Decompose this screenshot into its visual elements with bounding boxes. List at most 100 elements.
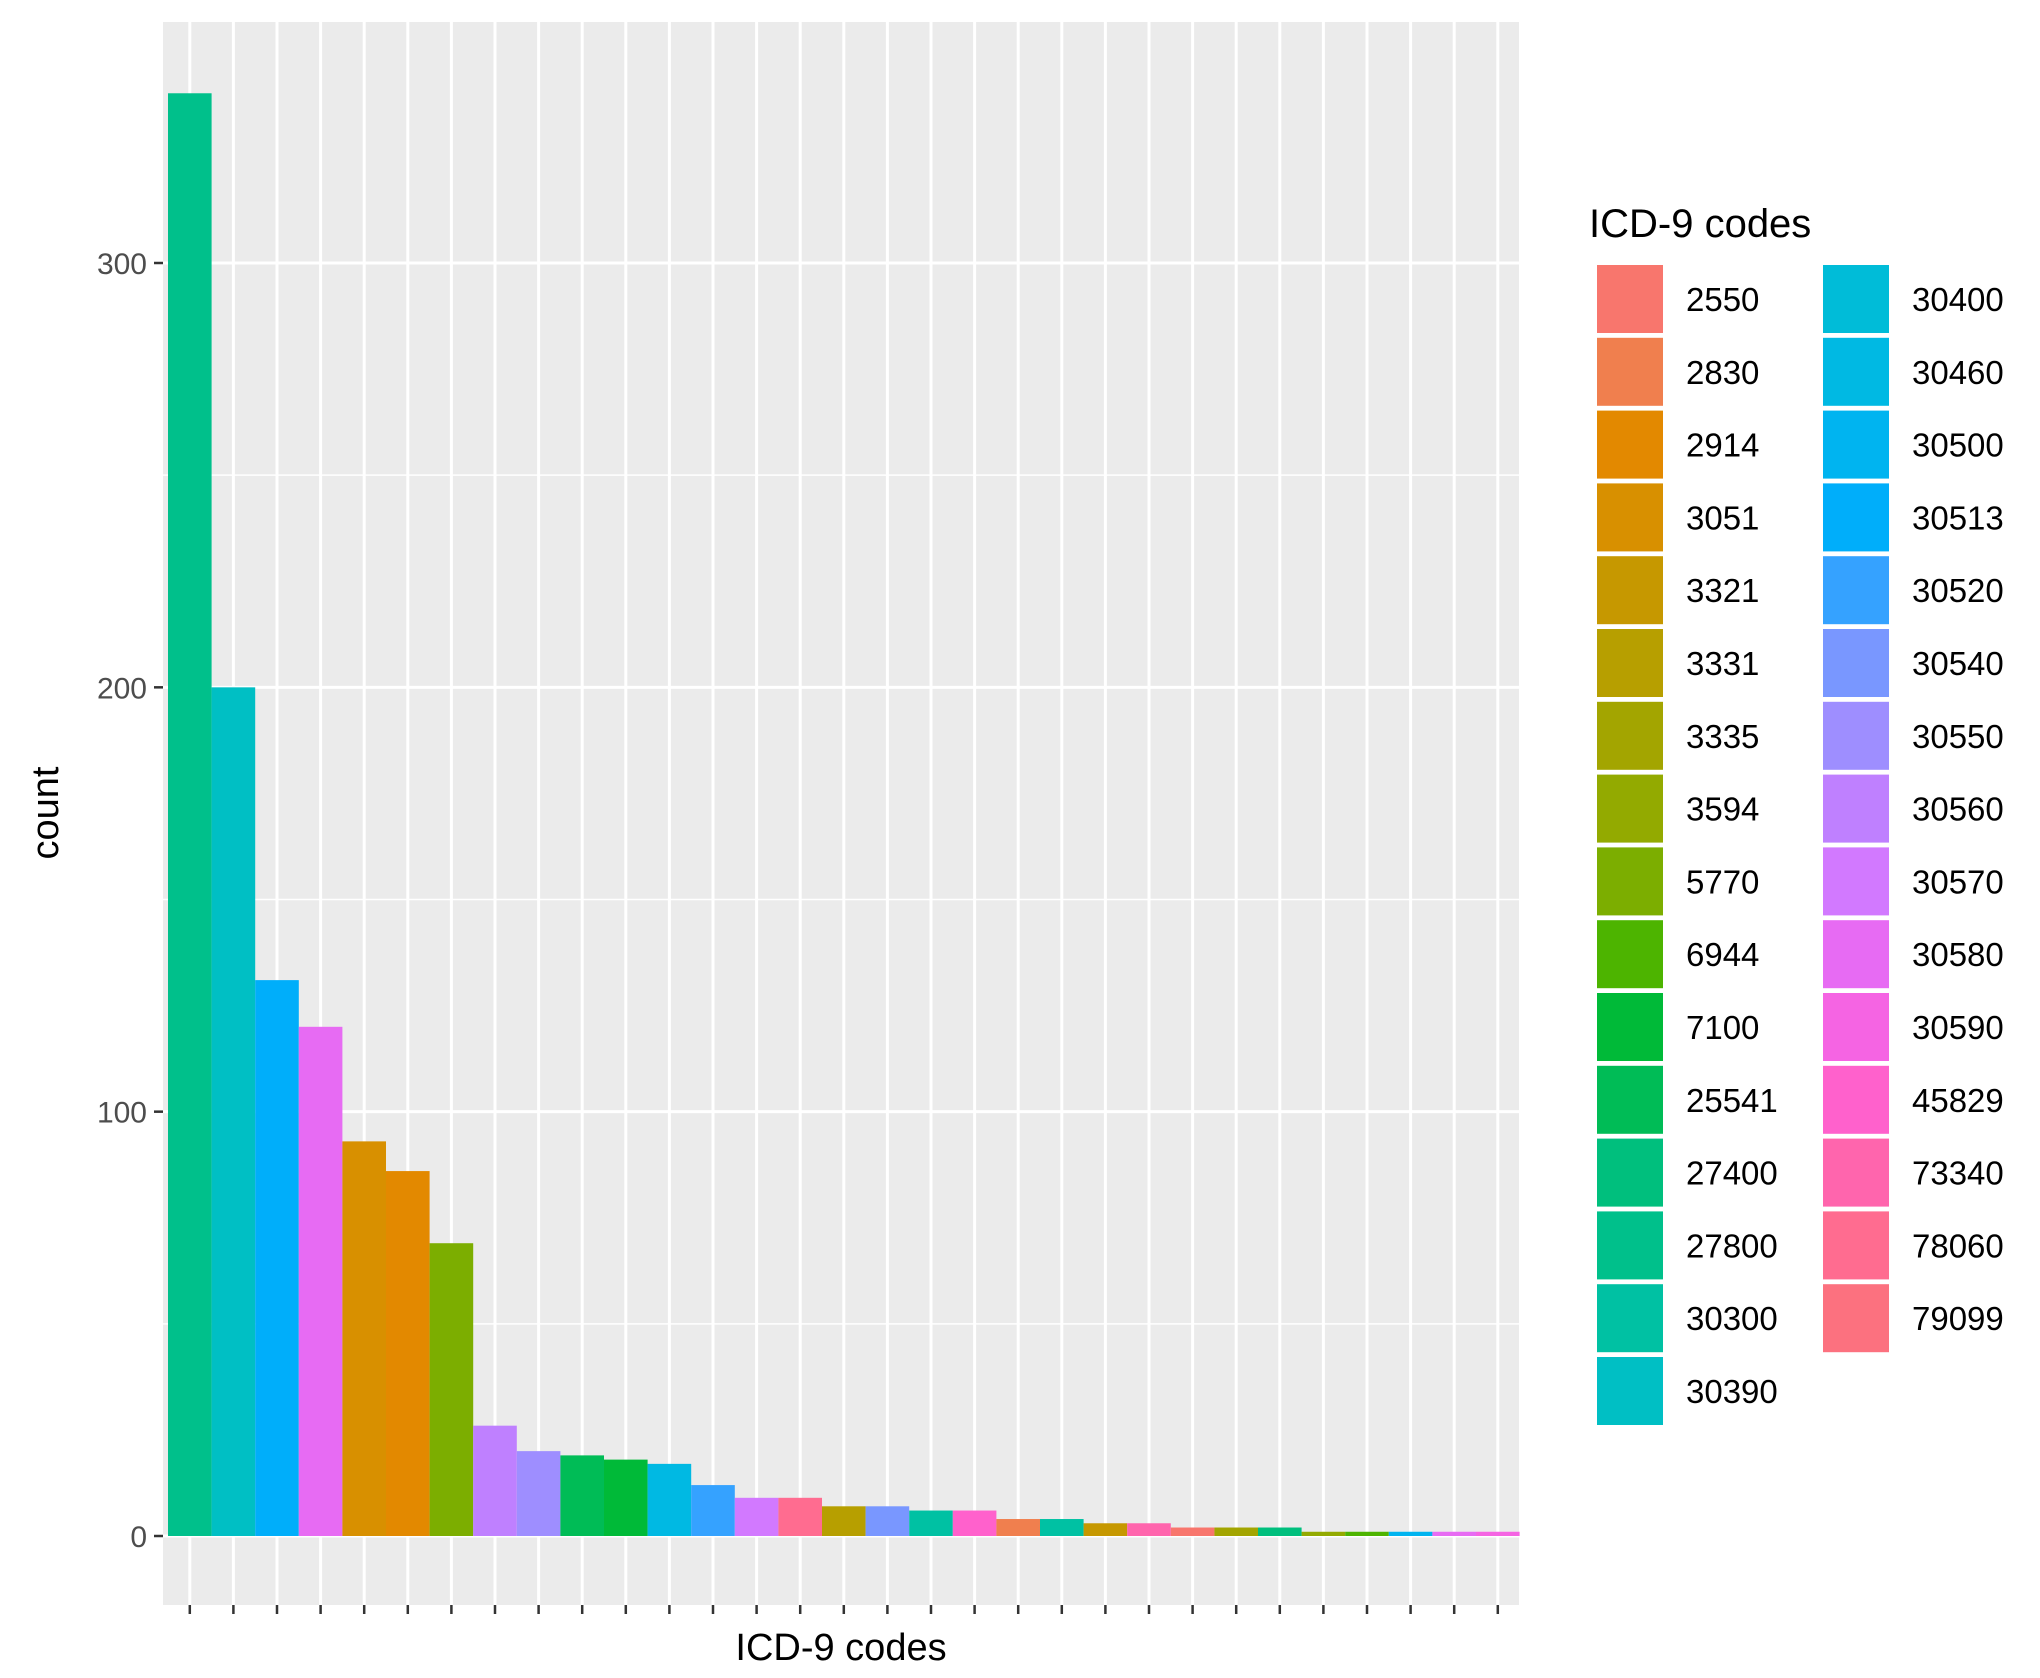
y-tick-label: 0 xyxy=(130,1521,147,1554)
legend-key-30460 xyxy=(1821,335,1891,408)
bar-2550 xyxy=(1170,1527,1215,1536)
legend-key-2914 xyxy=(1595,408,1665,481)
legend-label-3335: 3335 xyxy=(1686,718,1759,755)
legend-label-3321: 3321 xyxy=(1686,572,1759,609)
legend-label-30550: 30550 xyxy=(1912,718,2004,755)
bar-7100 xyxy=(604,1459,648,1536)
legend-label-30570: 30570 xyxy=(1912,863,2004,900)
bar-30460 xyxy=(647,1463,692,1536)
bar-30513 xyxy=(255,980,299,1536)
legend-label-3594: 3594 xyxy=(1686,791,1759,828)
legend-key-30513 xyxy=(1821,481,1891,554)
legend-key-5770 xyxy=(1595,845,1665,918)
legend-label-30300: 30300 xyxy=(1686,1300,1778,1337)
bar-30580 xyxy=(298,1026,343,1536)
bar-3331 xyxy=(822,1506,866,1536)
legend-label-3051: 3051 xyxy=(1686,499,1759,536)
legend-key-30580 xyxy=(1821,918,1891,991)
legend-key-30560 xyxy=(1821,772,1891,845)
legend-key-27800 xyxy=(1595,1209,1665,1282)
bar-3051 xyxy=(342,1141,386,1536)
x-axis xyxy=(188,1605,1500,1614)
y-tick-label: 300 xyxy=(97,248,147,281)
legend-label-27400: 27400 xyxy=(1686,1155,1778,1192)
bar-27800 xyxy=(168,93,212,1536)
legend-key-45829 xyxy=(1821,1063,1891,1136)
bar-45829 xyxy=(952,1510,997,1536)
bar-3335 xyxy=(1214,1527,1258,1536)
bar-30560 xyxy=(473,1425,517,1536)
legend-key-30550 xyxy=(1821,699,1891,772)
legend-key-3321 xyxy=(1595,554,1665,627)
bar-2830 xyxy=(996,1519,1040,1536)
bar-30520 xyxy=(691,1485,735,1536)
legend-key-2550 xyxy=(1595,263,1665,335)
bar-layer xyxy=(168,93,1520,1536)
legend-label-2550: 2550 xyxy=(1686,281,1759,318)
legend-label-30390: 30390 xyxy=(1686,1373,1778,1410)
legend-key-3051 xyxy=(1595,481,1665,554)
legend-label-30460: 30460 xyxy=(1912,354,2004,391)
x-axis-title: ICD-9 codes xyxy=(735,1627,946,1669)
bar-3594 xyxy=(1301,1531,1346,1536)
legend-label-30580: 30580 xyxy=(1912,936,2004,973)
legend-key-6944 xyxy=(1595,918,1665,991)
legend-label-2830: 2830 xyxy=(1686,354,1759,391)
legend-key-3331 xyxy=(1595,627,1665,699)
y-axis-title: count xyxy=(25,766,67,859)
legend-key-2830 xyxy=(1595,335,1665,408)
legend-key-78060 xyxy=(1821,1209,1891,1282)
legend-key-79099 xyxy=(1821,1282,1891,1355)
bar-5770 xyxy=(429,1243,474,1536)
legend-label-79099: 79099 xyxy=(1912,1300,2004,1337)
bar-30500 xyxy=(1388,1531,1433,1536)
legend-label-30520: 30520 xyxy=(1912,572,2004,609)
legend-label-73340: 73340 xyxy=(1912,1155,2004,1192)
bar-30550 xyxy=(516,1451,561,1536)
bar-30580 xyxy=(1432,1531,1476,1536)
bar-30540 xyxy=(865,1506,910,1536)
bar-2914 xyxy=(386,1171,430,1536)
bar-78060 xyxy=(778,1497,822,1536)
bar-30390 xyxy=(211,687,256,1536)
legend-key-25541 xyxy=(1595,1063,1665,1136)
legend-key-30500 xyxy=(1821,408,1891,481)
legend-label-25541: 25541 xyxy=(1686,1082,1778,1119)
legend-label-2914: 2914 xyxy=(1686,427,1759,464)
y-axis: 0 100 200 300 xyxy=(97,248,163,1554)
legend-label-3331: 3331 xyxy=(1686,645,1759,682)
legend-label-30513: 30513 xyxy=(1912,499,2004,536)
legend-key-30390 xyxy=(1595,1355,1665,1427)
legend-label-78060: 78060 xyxy=(1912,1227,2004,1264)
y-tick-label: 100 xyxy=(97,1097,147,1130)
legend-key-3335 xyxy=(1595,699,1665,772)
legend-key-30300 xyxy=(1595,1282,1665,1355)
legend-label-30540: 30540 xyxy=(1912,645,2004,682)
legend-key-7100 xyxy=(1595,991,1665,1063)
legend-label-45829: 45829 xyxy=(1912,1082,2004,1119)
legend-label-30500: 30500 xyxy=(1912,427,2004,464)
legend-key-30400 xyxy=(1821,263,1891,335)
bar-30570 xyxy=(734,1497,779,1536)
legend-label-27800: 27800 xyxy=(1686,1227,1778,1264)
legend-label-30560: 30560 xyxy=(1912,791,2004,828)
y-tick-label: 200 xyxy=(97,672,147,705)
bar-73340 xyxy=(1127,1523,1171,1536)
legend-label-30400: 30400 xyxy=(1912,281,2004,318)
legend-key-30590 xyxy=(1821,991,1891,1063)
legend-title: ICD-9 codes xyxy=(1589,202,1811,246)
bar-6944 xyxy=(1345,1531,1389,1536)
legend-key-27400 xyxy=(1595,1136,1665,1209)
bar-30300 xyxy=(909,1510,953,1536)
bar-30300 xyxy=(1040,1519,1084,1536)
legend-label-6944: 6944 xyxy=(1686,936,1759,973)
bar-3321 xyxy=(1083,1523,1128,1536)
legend: ICD-9 codes 2550 2830 2914 3051 3321 3331 3335… xyxy=(1589,202,2004,1427)
legend-label-7100: 7100 xyxy=(1686,1009,1759,1046)
legend-label-5770: 5770 xyxy=(1686,863,1759,900)
bar-30590 xyxy=(1476,1531,1520,1536)
legend-label-30590: 30590 xyxy=(1912,1009,2004,1046)
legend-key-73340 xyxy=(1821,1136,1891,1209)
legend-key-30520 xyxy=(1821,554,1891,627)
